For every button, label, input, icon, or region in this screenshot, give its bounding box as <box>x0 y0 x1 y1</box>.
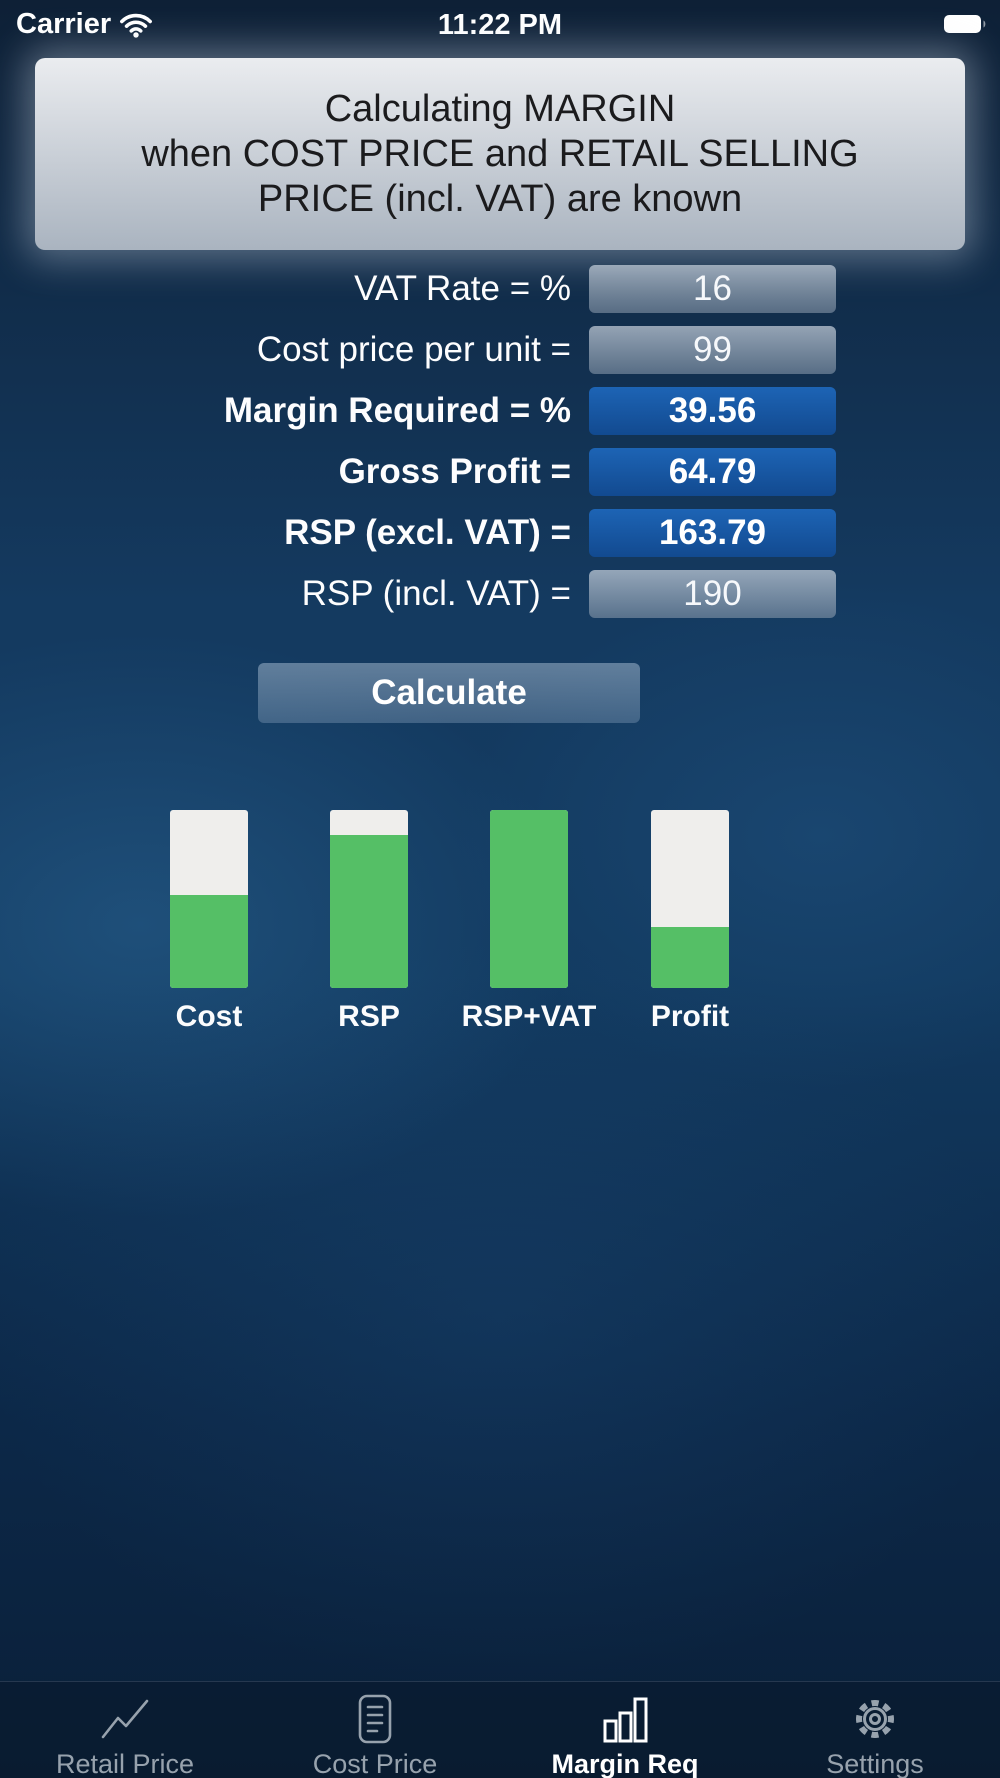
gear-icon <box>846 1690 904 1748</box>
rsp-excl-vat-row: RSP (excl. VAT) = 163.79 <box>0 509 836 557</box>
gross-profit-row: Gross Profit = 64.79 <box>0 448 836 496</box>
margin-bar-chart: Cost RSP RSP+VAT Profit <box>0 810 1000 1040</box>
cost-price-value: 99 <box>693 330 732 369</box>
tab-settings[interactable]: Settings <box>750 1682 1000 1778</box>
carrier-label: Carrier <box>16 8 112 40</box>
tab-label: Retail Price <box>55 1749 195 1778</box>
bar-track <box>490 810 568 988</box>
margin-required-row: Margin Required = % 39.56 <box>0 387 836 435</box>
rsp-incl-vat-field[interactable]: 190 <box>589 570 836 618</box>
tab-label: Settings <box>826 1749 924 1778</box>
calculate-button[interactable]: Calculate <box>258 663 640 723</box>
rsp-incl-vat-row: RSP (incl. VAT) = 190 <box>0 570 836 618</box>
gross-profit-field: 64.79 <box>589 448 836 496</box>
rsp-incl-vat-label: RSP (incl. VAT) = <box>301 574 571 613</box>
clock-time: 11:22 PM <box>437 9 563 41</box>
bar-chart-icon <box>596 1690 654 1748</box>
bar-label-rsp: RSP <box>338 1000 400 1033</box>
calculator-form: VAT Rate = % 16 Cost price per unit = 99… <box>0 265 836 618</box>
tab-bar: Retail Price Cost Price <box>0 1681 1000 1778</box>
line-chart-icon <box>96 1690 154 1748</box>
bar-track <box>170 810 248 988</box>
vat-rate-value: 16 <box>693 269 732 308</box>
gross-profit-label: Gross Profit = <box>338 452 571 491</box>
wifi-icon <box>119 12 153 38</box>
tab-label: Cost Price <box>312 1749 438 1778</box>
rsp-incl-vat-value: 190 <box>683 574 742 613</box>
status-bar: Carrier 11:22 PM <box>0 0 1000 52</box>
document-icon <box>346 1690 404 1748</box>
rsp-excl-vat-field: 163.79 <box>589 509 836 557</box>
bar-rsp-vat: RSP+VAT <box>462 810 596 1033</box>
bar-label-rsp-vat: RSP+VAT <box>461 1000 597 1033</box>
title-line-3: PRICE (incl. VAT) are known <box>257 177 743 220</box>
bar-profit: Profit <box>651 810 729 1033</box>
vat-rate-field[interactable]: 16 <box>589 265 836 313</box>
bar-track <box>651 810 729 988</box>
margin-required-field: 39.56 <box>589 387 836 435</box>
page-title: Calculating MARGIN when COST PRICE and R… <box>35 58 965 250</box>
cost-price-field[interactable]: 99 <box>589 326 836 374</box>
tab-label: Margin Req <box>551 1749 699 1778</box>
bar-fill <box>651 927 729 988</box>
rsp-excl-vat-value: 163.79 <box>658 513 767 552</box>
bar-rsp: RSP <box>330 810 408 1033</box>
bar-cost: Cost <box>170 810 248 1033</box>
cost-price-label: Cost price per unit = <box>256 330 571 369</box>
bar-label-profit: Profit <box>650 1000 730 1033</box>
gross-profit-value: 64.79 <box>668 452 757 491</box>
tab-cost-price[interactable]: Cost Price <box>250 1682 500 1778</box>
bar-fill <box>490 810 568 988</box>
rsp-excl-vat-label: RSP (excl. VAT) = <box>284 513 571 552</box>
margin-required-value: 39.56 <box>668 391 757 430</box>
bar-fill <box>170 895 248 988</box>
tab-margin-req[interactable]: Margin Req <box>500 1682 750 1778</box>
bar-fill <box>330 834 408 988</box>
title-line-2: when COST PRICE and RETAIL SELLING <box>141 132 859 175</box>
bar-label-cost: Cost <box>175 1000 243 1033</box>
vat-rate-label: VAT Rate = % <box>354 269 571 308</box>
cost-price-row: Cost price per unit = 99 <box>0 326 836 374</box>
title-line-1: Calculating MARGIN <box>324 87 676 130</box>
vat-rate-row: VAT Rate = % 16 <box>0 265 836 313</box>
margin-required-label: Margin Required = % <box>223 391 571 430</box>
bar-track <box>330 810 408 988</box>
battery-icon <box>942 12 988 36</box>
tab-retail-price[interactable]: Retail Price <box>0 1682 250 1778</box>
